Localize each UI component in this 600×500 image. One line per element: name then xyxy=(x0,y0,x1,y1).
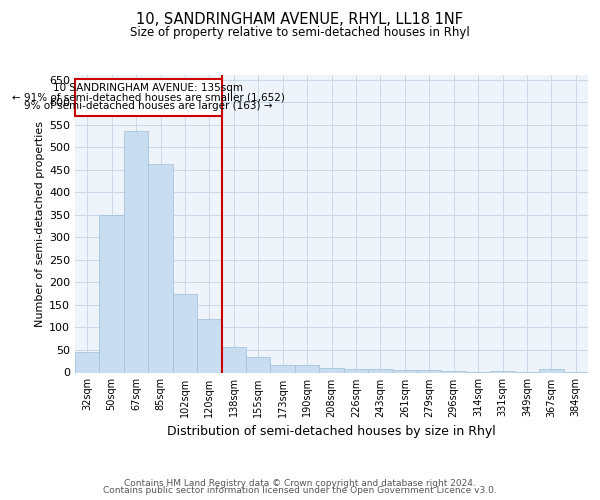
Bar xyxy=(392,370,417,372)
Bar xyxy=(295,366,319,372)
Bar xyxy=(490,371,515,372)
Bar xyxy=(442,371,466,372)
Bar xyxy=(344,369,368,372)
Text: 10 SANDRINGHAM AVENUE: 135sqm: 10 SANDRINGHAM AVENUE: 135sqm xyxy=(53,83,243,93)
Bar xyxy=(319,368,344,372)
Bar xyxy=(221,347,246,372)
Bar xyxy=(148,164,173,372)
Bar xyxy=(124,132,148,372)
Bar xyxy=(417,370,442,372)
Bar xyxy=(75,78,221,116)
Text: Contains public sector information licensed under the Open Government Licence v3: Contains public sector information licen… xyxy=(103,486,497,495)
Bar xyxy=(246,356,271,372)
X-axis label: Distribution of semi-detached houses by size in Rhyl: Distribution of semi-detached houses by … xyxy=(167,425,496,438)
Bar xyxy=(100,214,124,372)
Bar xyxy=(539,370,563,372)
Y-axis label: Number of semi-detached properties: Number of semi-detached properties xyxy=(35,120,45,327)
Bar xyxy=(197,320,221,372)
Text: 10, SANDRINGHAM AVENUE, RHYL, LL18 1NF: 10, SANDRINGHAM AVENUE, RHYL, LL18 1NF xyxy=(137,12,464,28)
Text: 9% of semi-detached houses are larger (163) →: 9% of semi-detached houses are larger (1… xyxy=(24,102,272,112)
Bar xyxy=(271,365,295,372)
Text: Size of property relative to semi-detached houses in Rhyl: Size of property relative to semi-detach… xyxy=(130,26,470,39)
Bar xyxy=(368,370,392,372)
Bar xyxy=(75,352,100,372)
Text: Contains HM Land Registry data © Crown copyright and database right 2024.: Contains HM Land Registry data © Crown c… xyxy=(124,478,476,488)
Bar xyxy=(173,294,197,372)
Text: ← 91% of semi-detached houses are smaller (1,652): ← 91% of semi-detached houses are smalle… xyxy=(12,92,285,102)
